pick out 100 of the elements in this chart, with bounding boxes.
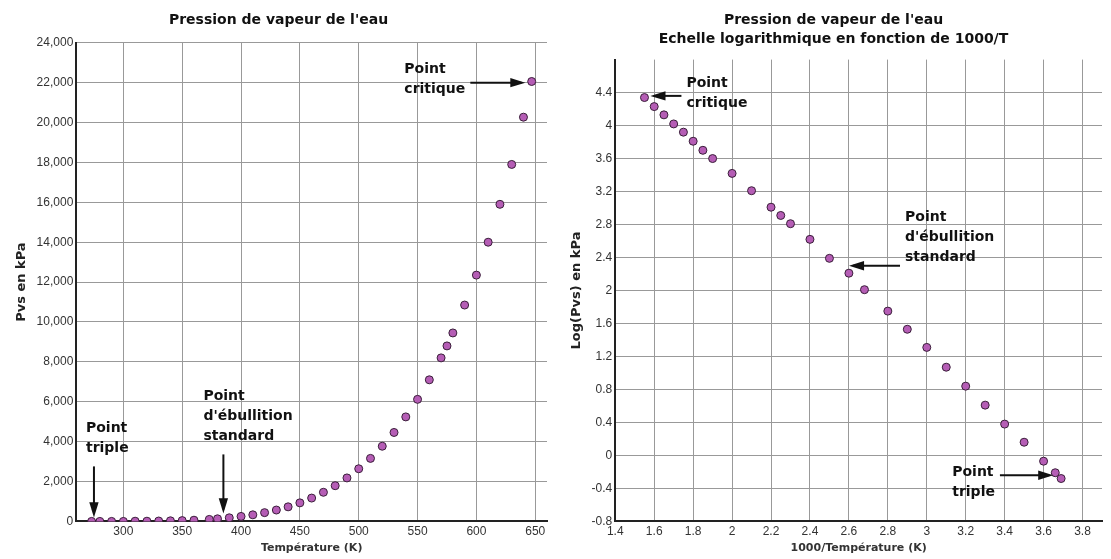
point	[330, 481, 340, 491]
point	[1000, 419, 1010, 429]
chart-title: Pression de vapeur de l'eau	[723, 11, 944, 28]
point	[786, 219, 795, 229]
y-tick-label: -0.4	[591, 480, 613, 495]
point	[271, 505, 281, 515]
point	[941, 362, 951, 372]
y-tick-label: 2,000	[43, 473, 74, 488]
point	[698, 145, 708, 155]
chart-subtitle: Echelle logarithmique en fonction de 1000/T	[658, 29, 1009, 46]
x-tick-label: 300	[113, 523, 134, 538]
point	[844, 268, 854, 278]
x-tick-label: 600	[466, 523, 487, 538]
point	[424, 375, 434, 385]
point	[727, 168, 737, 178]
annotation: Point d'ébullition standard	[203, 387, 293, 444]
y-tick-label: 4	[605, 117, 613, 132]
y-tick-label: 0.4	[595, 414, 613, 429]
point	[1019, 437, 1029, 447]
y-tick-label: 16,000	[36, 194, 74, 209]
y-tick-label: 3.6	[595, 150, 613, 165]
point	[883, 306, 893, 316]
point	[460, 300, 470, 310]
point	[342, 473, 352, 483]
x-tick-label: 2.8	[879, 523, 897, 538]
point	[442, 341, 452, 351]
point	[318, 487, 328, 497]
y-tick-label: 2	[605, 282, 613, 297]
y-tick-label: 22,000	[36, 75, 74, 89]
y-tick-label: 10,000	[36, 314, 74, 329]
x-tick-label: 2.2	[762, 523, 780, 538]
point	[708, 154, 718, 164]
x-tick-label: 3.4	[996, 523, 1014, 538]
point	[189, 515, 199, 522]
point	[448, 328, 458, 338]
point	[260, 508, 270, 518]
point	[283, 502, 293, 512]
y-tick-label: 4,000	[43, 433, 74, 448]
y-tick-label: 6,000	[43, 394, 74, 409]
point	[471, 270, 481, 280]
y-tick-label: 12,000	[36, 274, 74, 289]
y-tick-label: 18,000	[36, 154, 74, 169]
x-axis-title: 1000/Température (K)	[790, 541, 927, 555]
point	[805, 234, 815, 244]
x-tick-label: 1.8	[684, 523, 702, 538]
point	[824, 253, 834, 263]
point	[669, 119, 679, 129]
y-axis-title: Pvs en kPa	[13, 242, 29, 322]
point	[859, 285, 869, 295]
y-tick-label: 3.2	[595, 183, 613, 198]
point	[649, 102, 659, 112]
point	[413, 394, 423, 404]
x-tick-label: 450	[289, 523, 311, 538]
point	[224, 513, 234, 522]
point	[295, 498, 305, 508]
point	[507, 159, 517, 169]
x-tick-label: 500	[348, 523, 370, 538]
point	[659, 110, 669, 120]
point	[236, 511, 246, 521]
point	[922, 342, 932, 352]
point	[1039, 456, 1049, 466]
point	[747, 186, 757, 196]
x-tick-label: 350	[172, 523, 193, 538]
y-tick-label: 0	[605, 447, 613, 462]
point	[902, 324, 912, 334]
y-tick-label: 0.8	[595, 381, 613, 396]
annotation: Point triple	[952, 462, 995, 499]
y-tick-label: 20,000	[36, 114, 74, 129]
annotation: Point triple	[85, 419, 129, 456]
x-tick-label: 1.6	[645, 523, 663, 538]
point	[483, 237, 493, 247]
point	[377, 441, 387, 451]
point	[248, 510, 258, 520]
point	[204, 514, 214, 522]
point	[766, 202, 776, 212]
y-tick-label: 4.4	[595, 84, 613, 99]
point	[518, 112, 528, 122]
x-tick-label: 400	[231, 523, 252, 538]
point	[213, 514, 223, 522]
x-tick-label: 2.4	[801, 523, 819, 538]
point	[401, 412, 411, 422]
chart-title: Pression de vapeur de l'eau	[168, 11, 389, 28]
point	[495, 199, 505, 209]
y-tick-label: 2.8	[595, 216, 613, 231]
point	[639, 93, 649, 103]
point	[354, 464, 364, 474]
x-tick-label: 550	[407, 523, 428, 538]
point	[307, 493, 317, 503]
x-tick-label: 2.6	[840, 523, 858, 538]
point	[365, 453, 375, 463]
x-tick-label: 3.2	[957, 523, 975, 538]
point	[527, 76, 537, 86]
y-tick-label: 0	[66, 513, 74, 528]
annotation: Point critique	[686, 73, 748, 110]
y-axis-title: Log(Pvs) en kPa	[568, 231, 584, 350]
point	[678, 127, 688, 137]
x-tick-label: 3.8	[1074, 523, 1092, 538]
y-tick-label: 1.2	[595, 348, 613, 363]
x-tick-label: 2	[728, 523, 736, 538]
x-tick-label: 3.6	[1035, 523, 1053, 538]
